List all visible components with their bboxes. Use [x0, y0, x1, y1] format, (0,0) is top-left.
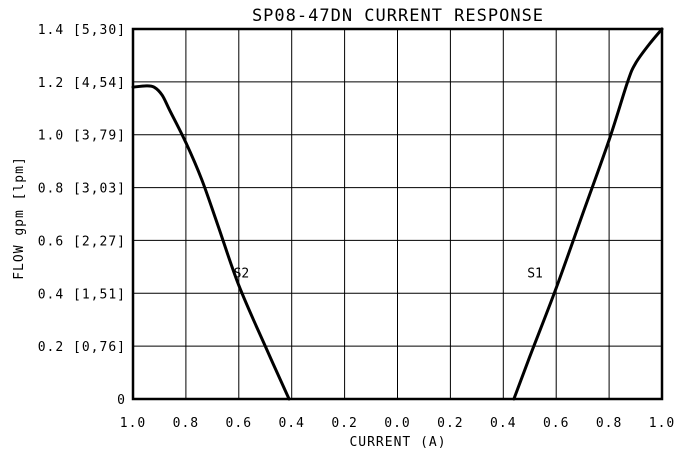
x-tick-label: 1.0 [649, 416, 675, 431]
x-tick-label: 0.6 [226, 416, 252, 431]
x-tick-label: 1.0 [120, 416, 146, 431]
curves: S2 S1 [131, 27, 664, 401]
y-tick-label: 1.2 [4,54] [38, 76, 126, 91]
y-tick-label: 0.2 [0,76] [38, 340, 126, 355]
grid [133, 29, 662, 399]
y-tick-label: 0.4 [1,51] [38, 287, 126, 302]
x-tick-label: 0.2 [331, 416, 357, 431]
y-tick-label: 0.6 [2,27] [38, 234, 126, 249]
chart-title: SP08-47DN CURRENT RESPONSE [252, 6, 544, 26]
x-axis-label: CURRENT (A) [349, 435, 446, 450]
x-tick-label: 0.4 [490, 416, 516, 431]
x-tick-labels: 1.0 0.8 0.6 0.4 0.2 0.0 0.2 0.4 0.6 0.8 1.0 [120, 416, 675, 431]
x-tick-label: 0.0 [384, 416, 410, 431]
x-tick-label: 0.8 [173, 416, 199, 431]
series-label-s1: S1 [527, 266, 543, 281]
series-line-s2 [131, 84, 291, 401]
x-tick-label: 0.8 [596, 416, 622, 431]
y-tick-labels: 0 0.2 [0,76] 0.4 [1,51] 0.6 [2,27] 0.8 [3,03… [38, 23, 126, 408]
x-tick-label: 0.4 [278, 416, 304, 431]
y-tick-label: 0.8 [3,03] [38, 182, 126, 197]
x-tick-label: 0.6 [543, 416, 569, 431]
y-axis-label: FLOW gpm [lpm] [12, 156, 27, 280]
y-tick-label: 1.0 [3,79] [38, 129, 126, 144]
x-tick-label: 0.2 [437, 416, 463, 431]
plot-frame [131, 27, 664, 401]
series-label-s2: S2 [234, 266, 250, 281]
y-tick-label: 0 [117, 393, 126, 408]
series-line-s1 [512, 27, 664, 401]
y-tick-label: 1.4 [5,30] [38, 23, 126, 38]
